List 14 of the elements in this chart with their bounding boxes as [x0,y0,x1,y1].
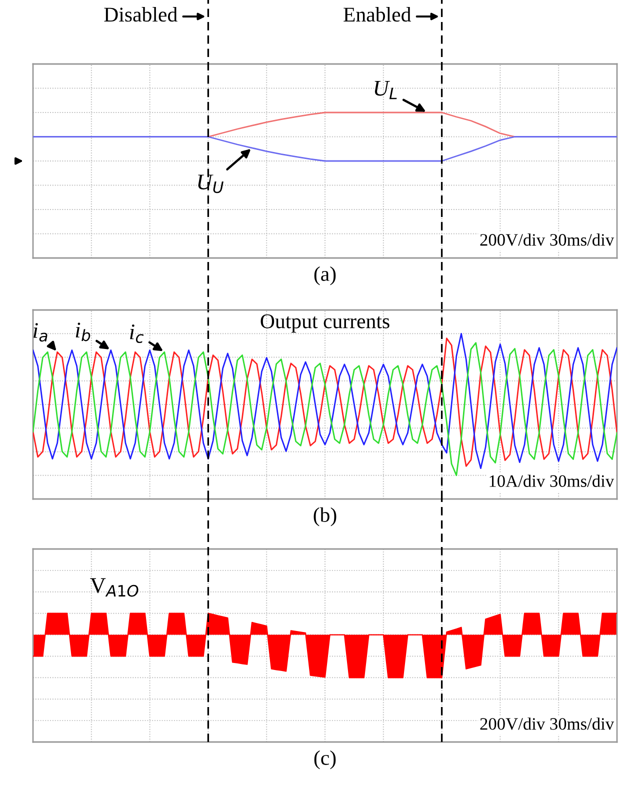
series-label: i$_{a}$ [34,323,48,342]
text: 200V/div 30ms/div [480,234,614,246]
x-axis-title: (c) [314,750,336,770]
annotation: 10A/div 30ms/div [490,474,614,487]
x-axis-title: (a) [314,266,336,286]
chart-title: Output currents [260,314,390,333]
series-label: U$_{L}$ [374,80,397,100]
text: Enabled [344,7,411,22]
series-label: i$_{b}$ [76,322,90,342]
text: Disabled [104,7,178,22]
text: 200V/div 30ms/div [480,718,614,730]
x-axis-title: (b) [314,507,336,526]
series-label: V$_{A1O}$ [90,578,138,597]
series-label: i$_{c}$ [130,324,144,344]
